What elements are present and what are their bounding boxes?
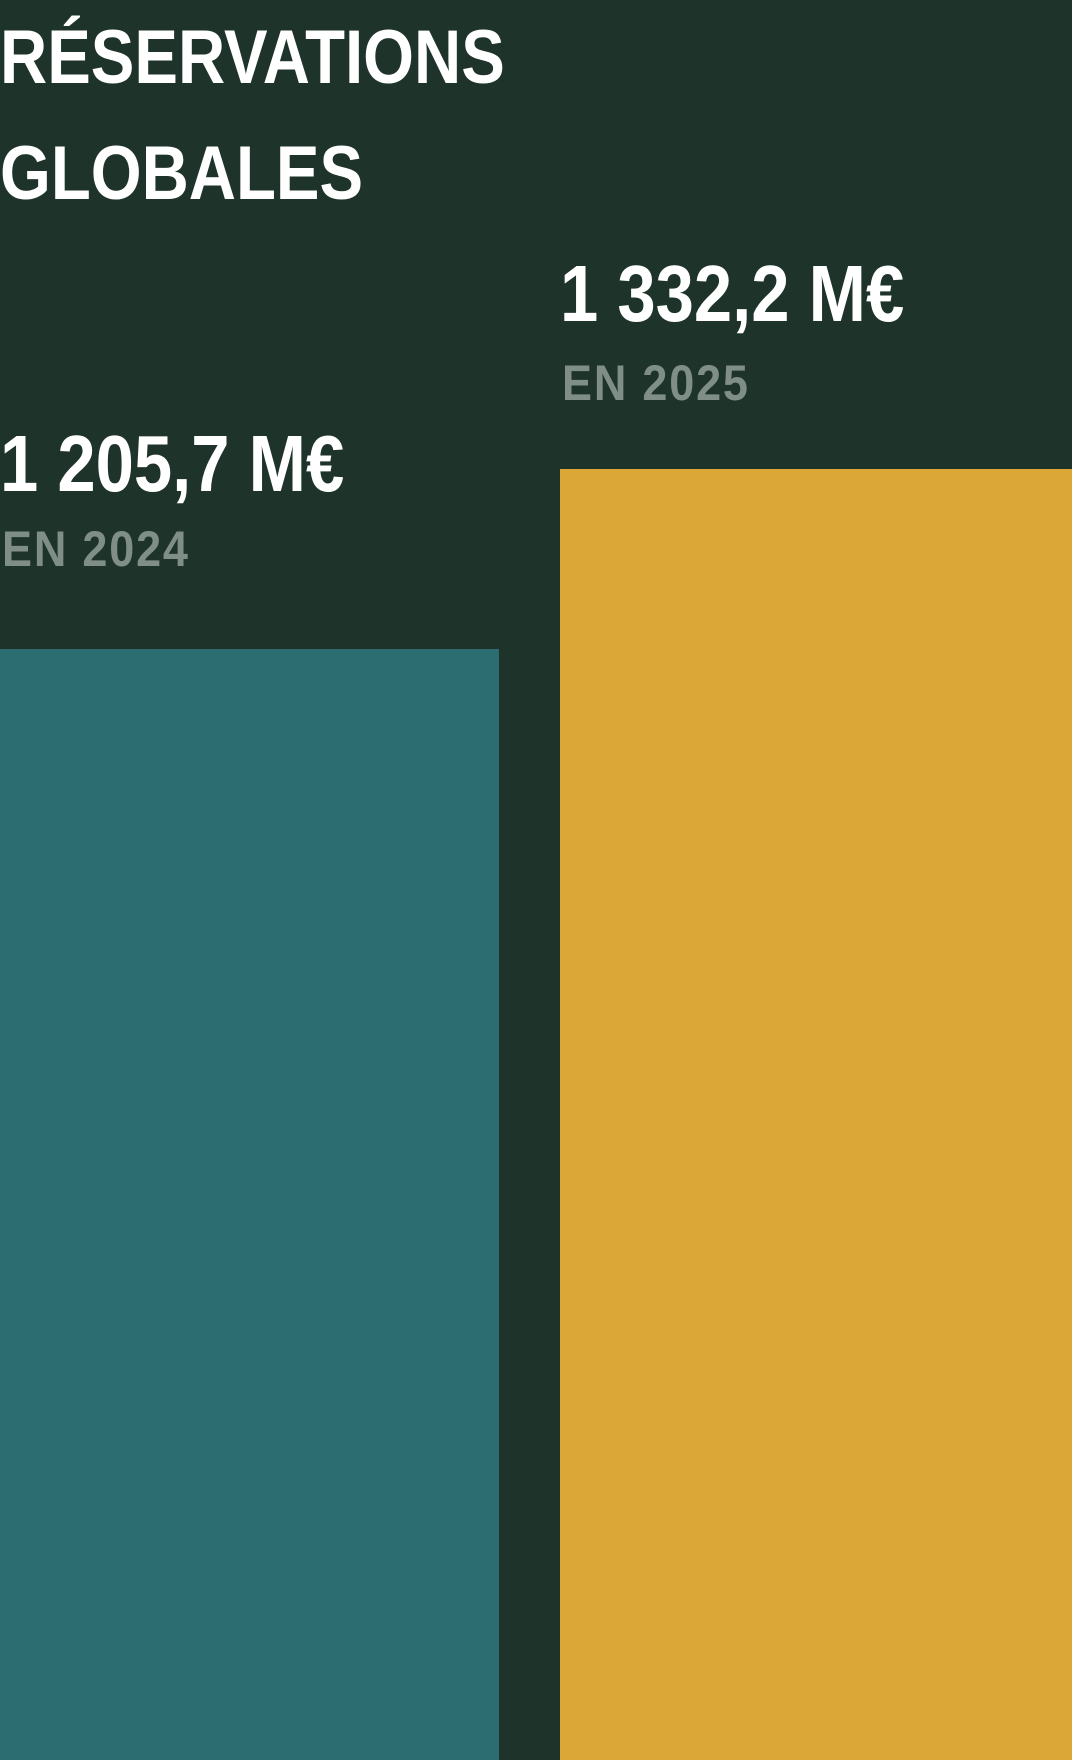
category-label-2024: EN 2024 — [2, 521, 190, 577]
category-label-2025: EN 2025 — [562, 355, 750, 411]
chart-title-line-1: RÉSERVATIONS — [0, 15, 505, 100]
bar-2025 — [560, 469, 1072, 1760]
value-label-2025: 1 332,2 M€ — [560, 249, 905, 338]
bar-2024 — [0, 649, 499, 1760]
value-label-2024: 1 205,7 M€ — [0, 419, 345, 508]
chart-title-line-2: GLOBALES — [0, 131, 364, 216]
